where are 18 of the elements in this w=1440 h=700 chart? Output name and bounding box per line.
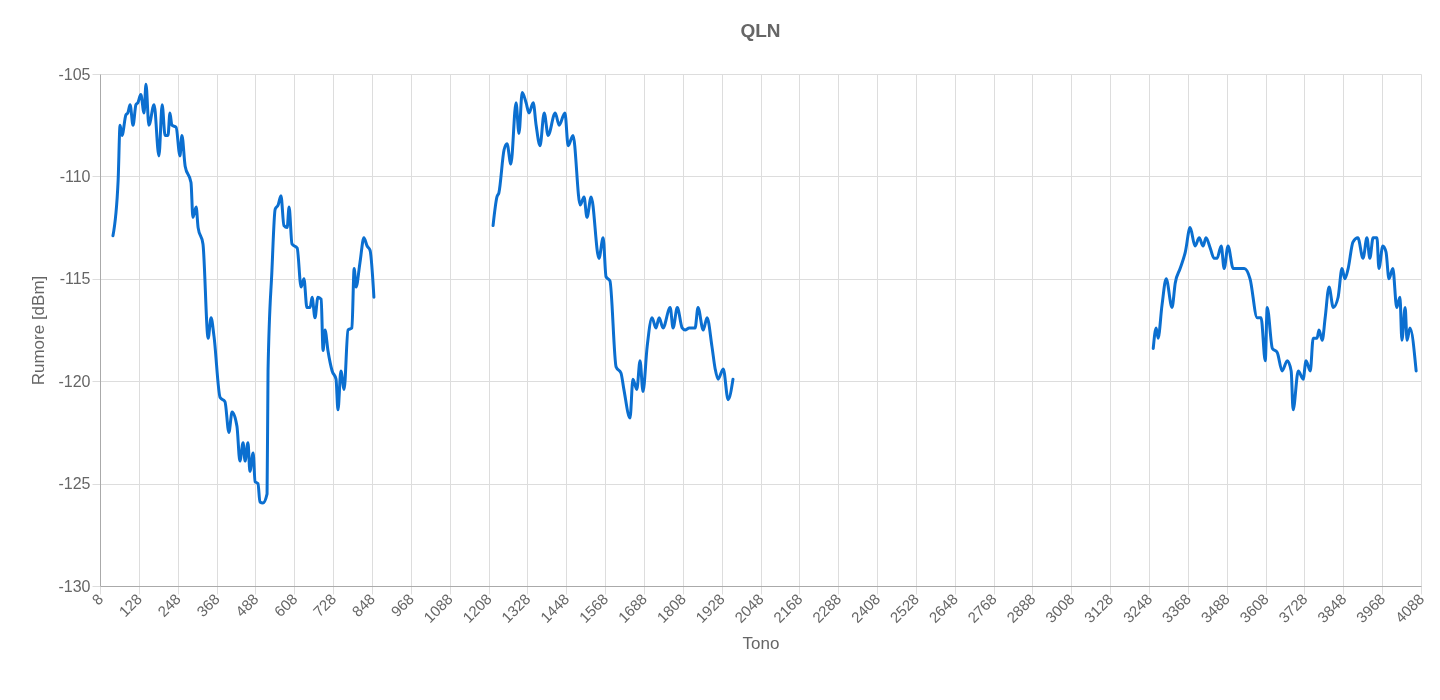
y-axis-title: Rumore [dBm] — [29, 275, 49, 386]
y-tick-label: -130 — [58, 577, 91, 595]
x-tick-label: 608 — [270, 590, 301, 620]
y-tick-label: -115 — [59, 270, 91, 288]
x-axis-title: Tono — [742, 633, 780, 653]
y-tick-label: -110 — [59, 167, 91, 185]
chart-title: QLN — [740, 20, 781, 41]
x-tick-label: 128 — [115, 590, 146, 620]
y-tick-label: -125 — [58, 475, 91, 493]
x-tick-label: 248 — [154, 590, 184, 620]
y-tick-label: -105 — [58, 65, 91, 83]
x-tick-label: 8 — [88, 590, 107, 609]
x-tick-label: 848 — [348, 590, 379, 620]
x-tick-label: 728 — [309, 590, 340, 620]
x-tick-label: 368 — [193, 590, 223, 620]
x-tick-label: 968 — [387, 590, 417, 620]
x-tick-label: 488 — [231, 590, 262, 620]
y-tick-label: -120 — [58, 372, 91, 390]
